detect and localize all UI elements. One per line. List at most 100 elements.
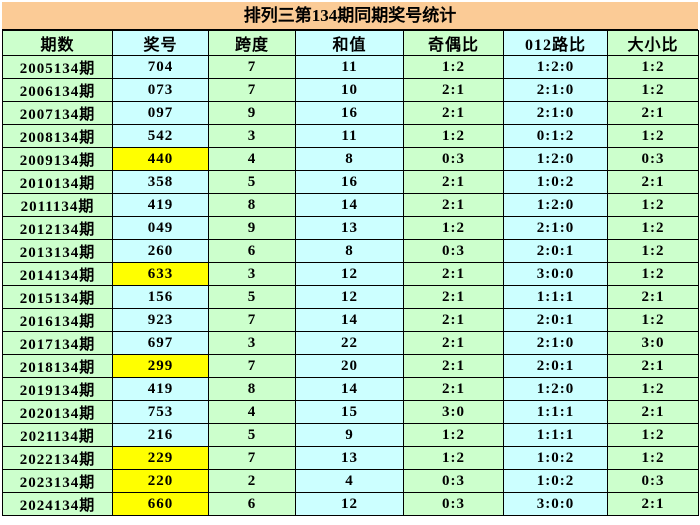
table-row: 2010134期 358 5 16 2:1 1:0:2 2:1: [2, 170, 699, 194]
table-row: 2012134期 049 9 13 1:2 2:1:0 1:2: [2, 216, 699, 240]
cell-sum: 11: [295, 124, 404, 148]
cell-big-small: 2:1: [607, 400, 699, 424]
cell-period: 2018134期: [2, 354, 113, 378]
cell-road012: 2:0:1: [503, 308, 608, 332]
cell-road012: 2:1:0: [503, 101, 608, 125]
cell-period: 2012134期: [2, 216, 113, 240]
table-row: 2017134期 697 3 22 2:1 2:1:0 3:0: [2, 331, 699, 355]
cell-period: 2017134期: [2, 331, 113, 355]
cell-period: 2011134期: [2, 193, 113, 217]
cell-big-small: 1:2: [607, 78, 699, 102]
cell-odd-even: 2:1: [403, 285, 504, 309]
table-row: 2021134期 216 5 9 1:2 1:1:1 1:2: [2, 423, 699, 447]
table-row: 2018134期 299 7 20 2:1 2:0:1 2:1: [2, 354, 699, 378]
cell-odd-even: 2:1: [403, 331, 504, 355]
cell-prize-number: 229: [112, 446, 209, 470]
cell-prize-number: 753: [112, 400, 209, 424]
header-row: 期数 奖号 跨度 和值 奇偶比 012路比 大小比: [2, 30, 699, 56]
cell-sum: 4: [295, 469, 404, 493]
cell-road012: 1:2:0: [503, 55, 608, 79]
table-row: 2006134期 073 7 10 2:1 2:1:0 1:2: [2, 78, 699, 102]
cell-road012: 1:1:1: [503, 285, 608, 309]
col-header-road012: 012路比: [503, 30, 608, 56]
cell-span: 9: [208, 216, 296, 240]
cell-period: 2014134期: [2, 262, 113, 286]
cell-period: 2023134期: [2, 469, 113, 493]
col-header-sum: 和值: [295, 30, 404, 56]
cell-prize-number: 156: [112, 285, 209, 309]
cell-sum: 16: [295, 101, 404, 125]
col-header-period: 期数: [2, 30, 113, 56]
cell-sum: 22: [295, 331, 404, 355]
cell-road012: 2:0:1: [503, 354, 608, 378]
cell-sum: 14: [295, 308, 404, 332]
cell-sum: 13: [295, 216, 404, 240]
lottery-stats-panel: 排列三第134期同期奖号统计 期数 奖号 跨度 和值 奇偶比 012路比 大小比…: [2, 2, 699, 516]
cell-prize-number: 260: [112, 239, 209, 263]
cell-span: 8: [208, 377, 296, 401]
cell-span: 4: [208, 147, 296, 171]
table-row: 2015134期 156 5 12 2:1 1:1:1 2:1: [2, 285, 699, 309]
table-row: 2023134期 220 2 4 0:3 1:0:2 0:3: [2, 469, 699, 493]
cell-sum: 9: [295, 423, 404, 447]
cell-big-small: 1:2: [607, 446, 699, 470]
cell-prize-number: 542: [112, 124, 209, 148]
cell-span: 2: [208, 469, 296, 493]
cell-span: 7: [208, 78, 296, 102]
cell-road012: 0:1:2: [503, 124, 608, 148]
cell-span: 7: [208, 55, 296, 79]
cell-span: 3: [208, 124, 296, 148]
cell-prize-number: 440: [112, 147, 209, 171]
cell-span: 8: [208, 193, 296, 217]
cell-big-small: 1:2: [607, 193, 699, 217]
cell-sum: 15: [295, 400, 404, 424]
cell-big-small: 0:3: [607, 469, 699, 493]
cell-sum: 20: [295, 354, 404, 378]
cell-prize-number: 073: [112, 78, 209, 102]
cell-prize-number: 419: [112, 193, 209, 217]
cell-sum: 14: [295, 377, 404, 401]
cell-span: 7: [208, 354, 296, 378]
cell-odd-even: 2:1: [403, 377, 504, 401]
cell-sum: 10: [295, 78, 404, 102]
cell-big-small: 2:1: [607, 170, 699, 194]
cell-road012: 3:0:0: [503, 262, 608, 286]
col-header-prize-number: 奖号: [112, 30, 209, 56]
cell-span: 7: [208, 446, 296, 470]
table-row: 2008134期 542 3 11 1:2 0:1:2 1:2: [2, 124, 699, 148]
cell-prize-number: 660: [112, 492, 209, 516]
cell-big-small: 1:2: [607, 55, 699, 79]
cell-odd-even: 2:1: [403, 78, 504, 102]
cell-sum: 12: [295, 262, 404, 286]
table-row: 2020134期 753 4 15 3:0 1:1:1 2:1: [2, 400, 699, 424]
cell-odd-even: 1:2: [403, 124, 504, 148]
cell-big-small: 1:2: [607, 377, 699, 401]
col-header-span: 跨度: [208, 30, 296, 56]
cell-big-small: 2:1: [607, 354, 699, 378]
cell-span: 3: [208, 262, 296, 286]
cell-span: 5: [208, 423, 296, 447]
cell-odd-even: 2:1: [403, 101, 504, 125]
cell-odd-even: 0:3: [403, 492, 504, 516]
cell-prize-number: 097: [112, 101, 209, 125]
cell-sum: 12: [295, 285, 404, 309]
table-row: 2014134期 633 3 12 2:1 3:0:0 1:2: [2, 262, 699, 286]
cell-sum: 14: [295, 193, 404, 217]
cell-prize-number: 358: [112, 170, 209, 194]
cell-road012: 2:1:0: [503, 331, 608, 355]
cell-span: 6: [208, 492, 296, 516]
col-header-big-small: 大小比: [607, 30, 699, 56]
cell-sum: 8: [295, 239, 404, 263]
table-row: 2007134期 097 9 16 2:1 2:1:0 2:1: [2, 101, 699, 125]
cell-period: 2022134期: [2, 446, 113, 470]
table-row: 2019134期 419 8 14 2:1 1:2:0 1:2: [2, 377, 699, 401]
cell-prize-number: 419: [112, 377, 209, 401]
cell-period: 2005134期: [2, 55, 113, 79]
cell-prize-number: 697: [112, 331, 209, 355]
cell-big-small: 0:3: [607, 147, 699, 171]
cell-sum: 11: [295, 55, 404, 79]
cell-period: 2013134期: [2, 239, 113, 263]
cell-prize-number: 633: [112, 262, 209, 286]
cell-road012: 2:1:0: [503, 78, 608, 102]
cell-odd-even: 0:3: [403, 147, 504, 171]
